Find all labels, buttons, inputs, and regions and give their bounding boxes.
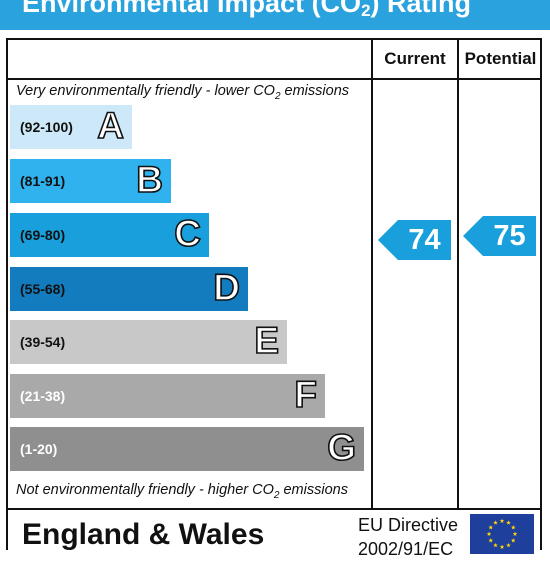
eu-star-icon xyxy=(493,542,498,548)
footer-divider xyxy=(6,508,542,510)
band-c: (69-80) C xyxy=(10,212,209,257)
band-a: (92-100) A xyxy=(10,104,132,149)
eu-star-icon xyxy=(510,525,516,530)
eu-directive-line2: 2002/91/EC xyxy=(358,539,454,559)
eu-star-icon xyxy=(506,520,511,525)
band-b: (81-91) B xyxy=(10,158,171,203)
divider-potential xyxy=(457,38,459,510)
note-bottom-suffix: emissions xyxy=(279,482,348,498)
potential-rating-arrow: 75 xyxy=(463,216,536,256)
band-c-letter: C xyxy=(173,212,201,255)
eu-star-icon xyxy=(488,538,494,543)
eu-star-icon xyxy=(510,538,516,543)
eu-star-icon xyxy=(506,542,511,548)
band-a-range: (92-100) xyxy=(20,119,73,135)
eu-star-icon xyxy=(493,520,498,525)
band-f-range: (21-38) xyxy=(20,388,66,404)
note-bottom-prefix: Not environmentally friendly - higher CO xyxy=(16,482,274,498)
eu-star-icon xyxy=(486,531,492,536)
current-rating-value: 74 xyxy=(408,224,441,256)
title-suffix: ) Rating xyxy=(370,0,472,18)
title-bar: Environmental Impact (CO2) Rating xyxy=(0,0,550,30)
band-d-letter: D xyxy=(212,266,240,309)
current-arrow-shape xyxy=(378,220,451,260)
header-divider xyxy=(6,78,542,80)
rating-frame xyxy=(6,38,542,550)
band-d-range: (55-68) xyxy=(20,281,66,297)
eu-directive: EU Directive 2002/91/EC xyxy=(358,513,458,561)
divider-current xyxy=(371,38,373,510)
band-a-letter: A xyxy=(96,104,124,147)
page-title: Environmental Impact (CO2) Rating xyxy=(22,0,550,26)
eu-flag-icon xyxy=(470,514,534,554)
region-label: England & Wales xyxy=(22,518,265,551)
band-d: (55-68) D xyxy=(10,266,248,311)
band-c-range: (69-80) xyxy=(20,227,66,243)
band-e: (39-54) E xyxy=(10,319,287,364)
column-current-header: Current xyxy=(384,49,446,68)
potential-rating-value: 75 xyxy=(493,220,526,252)
eu-star-icon xyxy=(488,525,494,530)
band-f-letter: F xyxy=(294,373,318,416)
eu-star-icon xyxy=(512,531,518,536)
note-bottom-subscript: 2 xyxy=(273,489,280,501)
title-subscript: 2 xyxy=(361,1,371,20)
band-g-letter: G xyxy=(326,426,356,469)
note-top-subscript: 2 xyxy=(274,90,281,102)
column-potential-header: Potential xyxy=(464,49,537,68)
note-top-suffix: emissions xyxy=(280,83,350,99)
band-f: (21-38) F xyxy=(10,373,325,418)
band-b-letter: B xyxy=(135,158,163,201)
title-prefix: Environmental Impact (CO xyxy=(22,0,362,18)
band-e-range: (39-54) xyxy=(20,334,66,350)
note-top: Very environmentally friendly - lower CO… xyxy=(16,83,349,102)
band-g-range: (1-20) xyxy=(20,441,58,457)
note-top-prefix: Very environmentally friendly - lower CO xyxy=(16,83,275,99)
eu-star-icon xyxy=(499,518,505,523)
band-e-letter: E xyxy=(254,319,280,362)
band-g: (1-20) G xyxy=(10,426,364,471)
potential-arrow-shape xyxy=(463,216,536,256)
note-bottom: Not environmentally friendly - higher CO… xyxy=(16,482,348,501)
eu-directive-line1: EU Directive xyxy=(358,515,459,535)
band-b-range: (81-91) xyxy=(20,173,66,189)
eu-stars-icon xyxy=(486,518,518,549)
current-rating-arrow: 74 xyxy=(378,220,451,260)
eu-star-icon xyxy=(499,544,505,549)
